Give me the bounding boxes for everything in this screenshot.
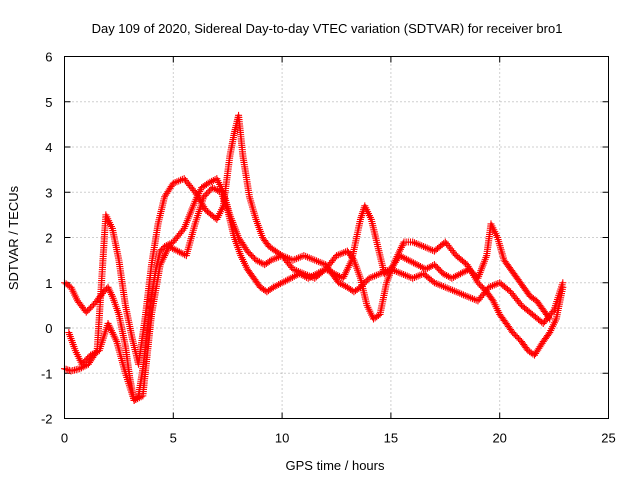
data-point-fill bbox=[84, 354, 92, 362]
y-tick-label: 4 bbox=[45, 140, 52, 155]
y-tick-label: -2 bbox=[41, 412, 53, 427]
y-tick-label: 3 bbox=[45, 185, 52, 200]
data-point-fill bbox=[510, 330, 518, 338]
data-point-fill bbox=[429, 262, 437, 270]
data-point bbox=[82, 308, 90, 316]
data-point-fill bbox=[477, 282, 485, 290]
data-point-fill bbox=[79, 359, 87, 367]
data-point-fill bbox=[84, 307, 92, 315]
data-point-fill bbox=[62, 365, 70, 373]
data-point-fill bbox=[206, 187, 214, 195]
data-point-fill bbox=[549, 308, 557, 316]
data-point-fill bbox=[480, 285, 488, 293]
x-tick-label: 0 bbox=[61, 431, 68, 446]
y-tick-label: 5 bbox=[45, 95, 52, 110]
data-point-fill bbox=[82, 356, 90, 364]
data-point-fill bbox=[463, 266, 471, 274]
points-layer bbox=[61, 111, 567, 404]
y-tick-label: 1 bbox=[45, 276, 52, 291]
x-tick-label: 25 bbox=[601, 431, 615, 446]
data-point-fill bbox=[433, 264, 441, 272]
series-track-1 bbox=[61, 175, 567, 404]
x-axis-label: GPS time / hours bbox=[286, 458, 385, 473]
data-point-fill bbox=[249, 253, 257, 261]
y-tick-label: 6 bbox=[45, 50, 52, 65]
data-point-fill bbox=[516, 300, 524, 308]
y-axis-label: SDTVAR / TECUs bbox=[6, 185, 21, 290]
data-point-fill bbox=[362, 277, 370, 285]
data-point bbox=[78, 360, 86, 368]
data-point-fill bbox=[467, 267, 475, 275]
data-point-fill bbox=[451, 250, 459, 258]
data-point-fill bbox=[158, 246, 166, 254]
data-point-fill bbox=[432, 262, 440, 270]
data-point-fill bbox=[179, 226, 187, 234]
data-point bbox=[200, 193, 208, 201]
data-point-fill bbox=[204, 188, 212, 196]
series-track-3 bbox=[65, 184, 554, 404]
data-point-fill bbox=[436, 267, 444, 275]
data-point bbox=[546, 315, 554, 323]
data-point-fill bbox=[88, 302, 96, 310]
x-tick-label: 10 bbox=[275, 431, 289, 446]
data-point-fill bbox=[512, 332, 520, 340]
data-point-fill bbox=[101, 286, 109, 294]
data-point-fill bbox=[248, 252, 256, 260]
x-tick-label: 20 bbox=[492, 431, 506, 446]
data-point-fill bbox=[515, 335, 523, 343]
data-point-fill bbox=[201, 191, 209, 199]
data-point bbox=[509, 329, 517, 337]
data-point-fill bbox=[64, 366, 72, 374]
data-point bbox=[243, 247, 251, 255]
data-point-fill bbox=[245, 249, 253, 257]
data-point-fill bbox=[81, 357, 89, 365]
x-tick-label: 15 bbox=[384, 431, 398, 446]
data-point-fill bbox=[87, 304, 95, 312]
data-point-fill bbox=[190, 187, 198, 195]
data-point-fill bbox=[505, 287, 513, 295]
data-point-fill bbox=[471, 271, 479, 279]
data-point bbox=[156, 247, 164, 255]
x-tick-label: 5 bbox=[170, 431, 177, 446]
data-point-fill bbox=[470, 270, 478, 278]
data-point-fill bbox=[468, 268, 476, 276]
y-tick-label: 2 bbox=[45, 231, 52, 246]
chart-title: Day 109 of 2020, Sidereal Day-to-day VTE… bbox=[92, 21, 563, 36]
tick-label-layer: -2 -1 0 1 2 3 4 5 6 0 5 10 15 20 25 bbox=[41, 50, 616, 446]
data-point bbox=[430, 261, 438, 269]
data-point-fill bbox=[85, 305, 93, 313]
data-point-fill bbox=[246, 250, 254, 258]
data-point-fill bbox=[478, 283, 486, 291]
data-point-fill bbox=[435, 265, 443, 273]
data-point-fill bbox=[545, 313, 553, 321]
plot-frame bbox=[64, 56, 609, 419]
data-point-fill bbox=[203, 190, 211, 198]
data-point bbox=[465, 265, 473, 273]
y-tick-label: -1 bbox=[41, 366, 53, 381]
data-point-fill bbox=[513, 333, 521, 341]
data-point-fill bbox=[475, 280, 483, 288]
y-tick-label: 0 bbox=[45, 321, 52, 336]
data-point bbox=[559, 283, 567, 291]
